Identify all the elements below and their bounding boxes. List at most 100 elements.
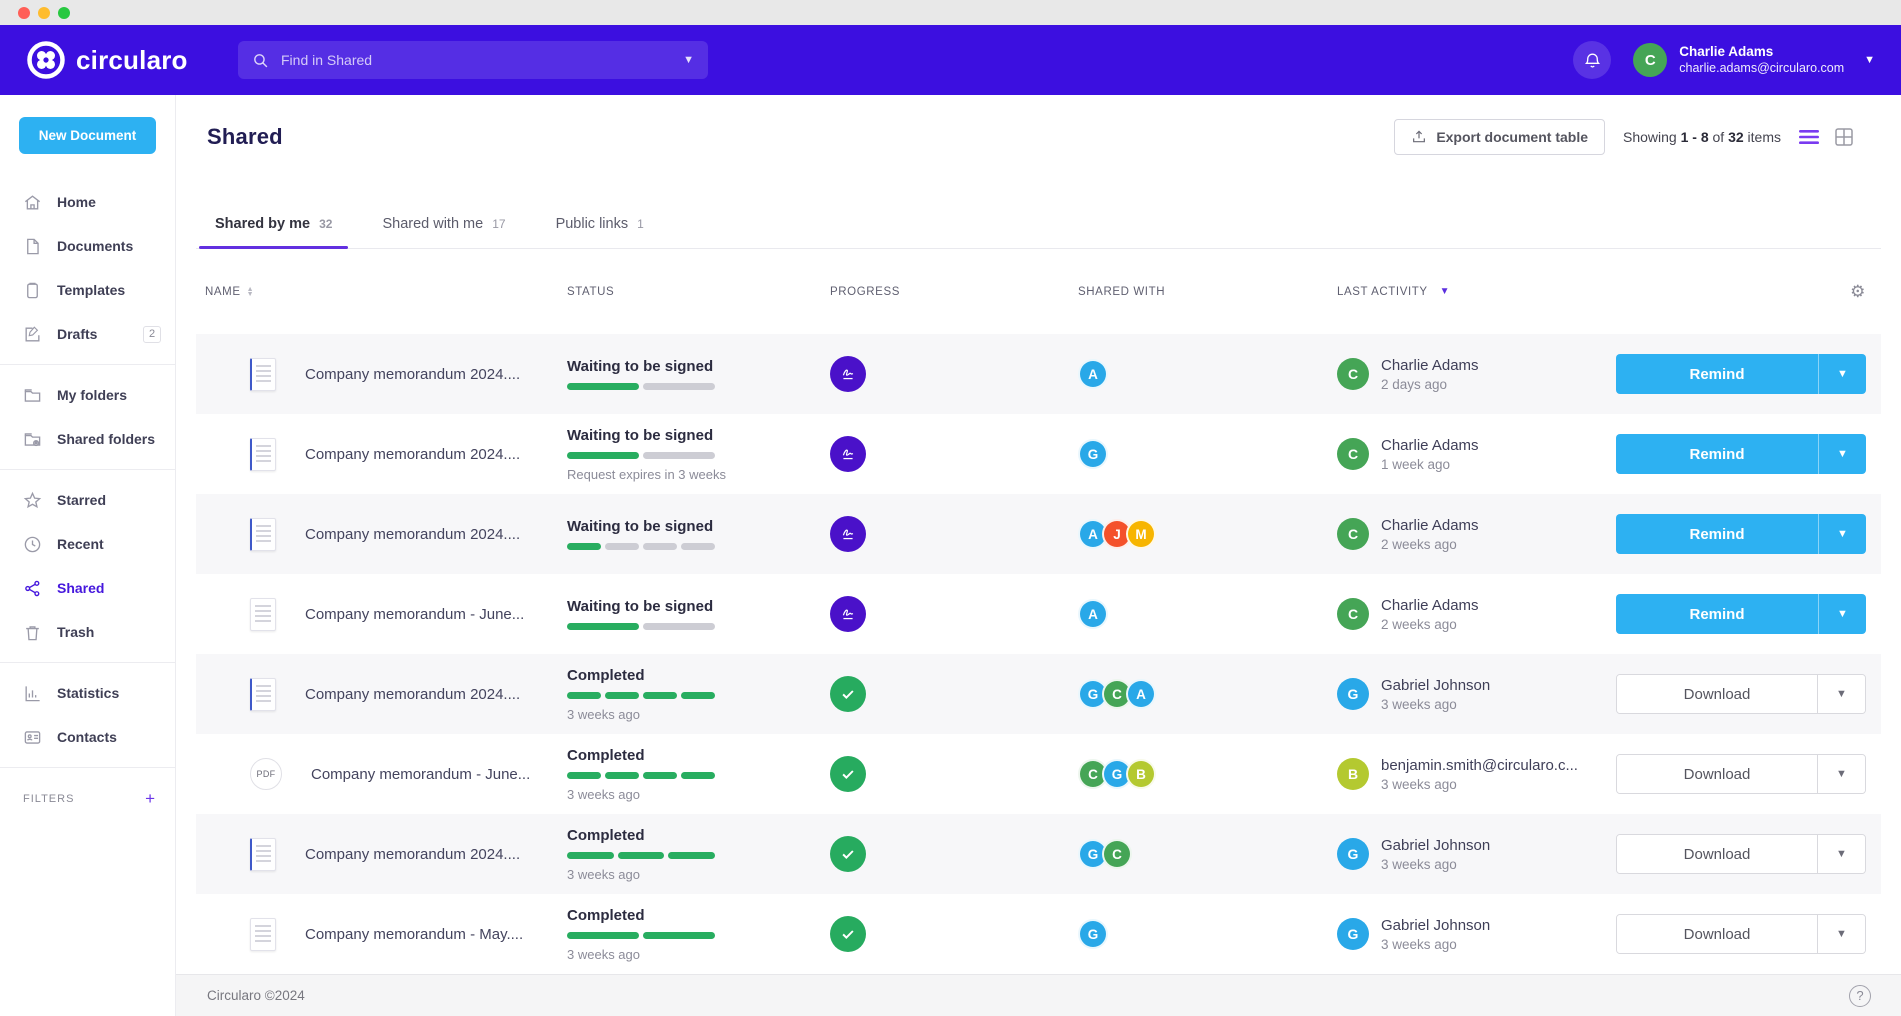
shared-avatar[interactable]: M <box>1126 519 1156 549</box>
sidebar-divider <box>0 469 175 470</box>
sidebar-item-shared-folders[interactable]: Shared folders <box>0 417 175 461</box>
window-minimize-button[interactable] <box>38 7 50 19</box>
activity-avatar: G <box>1337 678 1369 710</box>
table-row[interactable]: Company memorandum 2024.... Waiting to b… <box>196 414 1881 494</box>
signature-pending-icon <box>830 516 866 552</box>
contacts-icon <box>23 728 42 747</box>
sidebar-item-shared[interactable]: Shared <box>0 566 175 610</box>
column-header-status[interactable]: STATUS <box>567 286 830 298</box>
column-header-name[interactable]: NAME ▲▼ <box>196 286 567 298</box>
activity-time: 3 weeks ago <box>1381 697 1490 712</box>
add-filter-button[interactable]: + <box>145 790 155 807</box>
list-view-icon[interactable] <box>1799 129 1819 145</box>
document-name[interactable]: Company memorandum - June... <box>311 766 530 783</box>
column-header-shared-with[interactable]: SHARED WITH <box>1078 286 1337 298</box>
shared-avatar[interactable]: G <box>1078 919 1108 949</box>
brand-logo[interactable]: circularo <box>26 40 226 80</box>
table-row[interactable]: Company memorandum 2024.... Completed 3 … <box>196 814 1881 894</box>
template-icon <box>23 281 42 300</box>
action-dropdown-caret[interactable]: ▼ <box>1817 915 1865 953</box>
document-name[interactable]: Company memorandum - May.... <box>305 926 523 943</box>
table-settings-gear-icon[interactable]: ⚙ <box>1850 282 1866 302</box>
statistics-icon <box>23 684 42 703</box>
document-thumbnail <box>250 678 276 711</box>
progress-bar <box>567 772 715 779</box>
column-header-last-activity[interactable]: LAST ACTIVITY ▼ <box>1337 286 1616 298</box>
window-close-button[interactable] <box>18 7 30 19</box>
export-document-table-button[interactable]: Export document table <box>1394 119 1605 155</box>
document-name[interactable]: Company memorandum 2024.... <box>305 446 520 463</box>
document-name[interactable]: Company memorandum 2024.... <box>305 686 520 703</box>
document-thumbnail <box>250 358 276 391</box>
sidebar-item-trash[interactable]: Trash <box>0 610 175 654</box>
user-avatar: C <box>1633 43 1667 77</box>
shared-avatar[interactable]: B <box>1126 759 1156 789</box>
new-document-button[interactable]: New Document <box>19 117 156 154</box>
action-dropdown-caret[interactable]: ▼ <box>1817 755 1865 793</box>
table-row[interactable]: Company memorandum 2024.... Waiting to b… <box>196 334 1881 414</box>
notifications-button[interactable] <box>1573 41 1611 79</box>
action-dropdown-caret[interactable]: ▼ <box>1817 675 1865 713</box>
action-button[interactable]: Download <box>1617 755 1817 793</box>
showing-count: Showing 1 - 8 of 32 items <box>1623 129 1781 145</box>
tab-public-links[interactable]: Public links1 <box>554 216 646 248</box>
document-name[interactable]: Company memorandum 2024.... <box>305 526 520 543</box>
sidebar-item-templates[interactable]: Templates <box>0 268 175 312</box>
action-button[interactable]: Remind <box>1616 434 1818 474</box>
table-row[interactable]: Company memorandum - May.... Completed 3… <box>196 894 1881 974</box>
shared-avatar[interactable]: A <box>1078 599 1108 629</box>
search-bar[interactable]: ▼ <box>238 41 708 79</box>
sidebar-item-my-folders[interactable]: My folders <box>0 373 175 417</box>
grid-view-icon[interactable] <box>1835 128 1853 146</box>
action-button[interactable]: Remind <box>1616 514 1818 554</box>
search-input[interactable] <box>281 52 671 68</box>
shared-avatar[interactable]: A <box>1126 679 1156 709</box>
shared-avatar[interactable]: C <box>1102 839 1132 869</box>
row-action-button: Remind ▼ <box>1616 354 1866 394</box>
sidebar-item-starred[interactable]: Starred <box>0 478 175 522</box>
action-button[interactable]: Download <box>1617 835 1817 873</box>
table-row[interactable]: Company memorandum - June... Waiting to … <box>196 574 1881 654</box>
document-name[interactable]: Company memorandum 2024.... <box>305 846 520 863</box>
action-dropdown-caret[interactable]: ▼ <box>1818 434 1866 474</box>
sidebar-item-statistics[interactable]: Statistics <box>0 671 175 715</box>
tab-shared-with-me[interactable]: Shared with me17 <box>380 216 507 248</box>
action-button[interactable]: Download <box>1617 675 1817 713</box>
search-icon <box>252 52 269 69</box>
table-row[interactable]: Company memorandum 2024.... Waiting to b… <box>196 494 1881 574</box>
shared-avatar[interactable]: A <box>1078 359 1108 389</box>
help-button[interactable]: ? <box>1849 985 1871 1007</box>
table-row[interactable]: Company memorandum 2024.... Completed 3 … <box>196 654 1881 734</box>
sort-icon[interactable]: ▲▼ <box>247 287 255 297</box>
action-dropdown-caret[interactable]: ▼ <box>1818 514 1866 554</box>
shared-avatar[interactable]: G <box>1078 439 1108 469</box>
action-button[interactable]: Remind <box>1616 354 1818 394</box>
signature-pending-icon <box>830 596 866 632</box>
completed-check-icon <box>830 676 866 712</box>
row-action-button: Remind ▼ <box>1616 434 1866 474</box>
action-button[interactable]: Remind <box>1616 594 1818 634</box>
action-dropdown-caret[interactable]: ▼ <box>1818 354 1866 394</box>
sidebar-item-home[interactable]: Home <box>0 180 175 224</box>
sidebar-item-documents[interactable]: Documents <box>0 224 175 268</box>
table-row[interactable]: PDF Company memorandum - June... Complet… <box>196 734 1881 814</box>
sidebar-item-recent[interactable]: Recent <box>0 522 175 566</box>
sort-descending-icon[interactable]: ▼ <box>1440 286 1451 297</box>
document-name[interactable]: Company memorandum 2024.... <box>305 366 520 383</box>
document-name[interactable]: Company memorandum - June... <box>305 606 524 623</box>
action-dropdown-caret[interactable]: ▼ <box>1818 594 1866 634</box>
footer: Circularo ©2024 ? <box>176 974 1901 1016</box>
status-text: Completed <box>567 827 830 844</box>
action-dropdown-caret[interactable]: ▼ <box>1817 835 1865 873</box>
action-button[interactable]: Download <box>1617 915 1817 953</box>
search-scope-caret-icon[interactable]: ▼ <box>683 54 694 66</box>
user-menu[interactable]: C Charlie Adams charlie.adams@circularo.… <box>1633 43 1875 77</box>
row-action-button: Download ▼ <box>1616 834 1866 874</box>
column-header-progress[interactable]: PROGRESS <box>830 286 1078 298</box>
activity-time: 3 weeks ago <box>1381 857 1490 872</box>
tab-shared-by-me[interactable]: Shared by me32 <box>213 216 334 248</box>
sidebar-item-contacts[interactable]: Contacts <box>0 715 175 759</box>
window-zoom-button[interactable] <box>58 7 70 19</box>
sidebar-item-drafts[interactable]: Drafts 2 <box>0 312 175 356</box>
row-action-button: Remind ▼ <box>1616 594 1866 634</box>
